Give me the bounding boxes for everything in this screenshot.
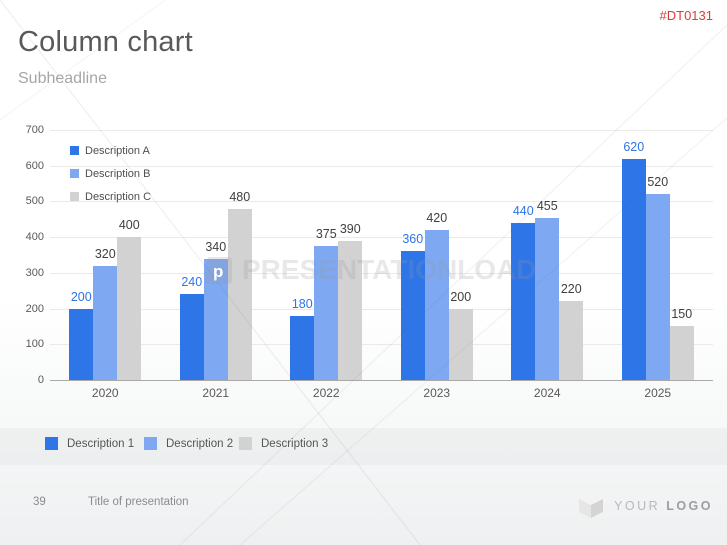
x-axis-category-label: 2022 — [312, 386, 340, 400]
bar-description-c-2020 — [117, 237, 142, 380]
logo-word-your: YOUR — [614, 498, 667, 513]
data-label: 180 — [291, 296, 313, 311]
chart-legend-item: Description A — [70, 139, 151, 162]
data-label: 455 — [536, 198, 558, 213]
data-label: 340 — [205, 239, 227, 254]
data-label: 220 — [560, 282, 582, 297]
legend-swatch — [70, 146, 79, 155]
bar-description-c-2021 — [227, 208, 252, 380]
data-label: 420 — [426, 211, 448, 225]
x-axis-category-label: 2023 — [423, 386, 451, 400]
cube-logo-icon — [579, 493, 604, 518]
bar-description-b-2020 — [93, 265, 118, 380]
bar-description-b-2024 — [535, 217, 560, 380]
gridline — [50, 308, 713, 310]
gridline — [50, 237, 713, 239]
legend-swatch — [70, 192, 79, 201]
bar-description-a-2021 — [179, 294, 204, 380]
data-label: 375 — [315, 227, 337, 242]
gridline — [50, 201, 713, 203]
bar-description-a-2020 — [69, 308, 94, 380]
legend-label: Description 3 — [261, 437, 329, 450]
data-label: 150 — [671, 307, 693, 322]
data-label: 360 — [402, 232, 424, 247]
data-label: 320 — [94, 246, 116, 261]
y-axis-tick-label: 0 — [37, 374, 44, 386]
data-label: 240 — [181, 275, 203, 290]
template-code: #DT0131 — [659, 8, 713, 23]
x-axis-category-label: 2020 — [91, 386, 119, 400]
bar-description-b-2022 — [314, 246, 339, 380]
legend-swatch — [144, 437, 157, 450]
bar-description-a-2025 — [621, 158, 646, 380]
your-logo-block: YOUR LOGO — [578, 492, 713, 519]
bar-description-c-2024 — [559, 301, 584, 380]
legend-label: Description A — [85, 144, 150, 157]
bar-description-b-2023 — [424, 230, 449, 380]
legend-swatch — [45, 437, 58, 450]
page-title: Column chart — [18, 26, 193, 58]
bar-description-a-2022 — [290, 315, 315, 380]
gridline — [50, 344, 713, 346]
legend-swatch — [70, 169, 79, 178]
y-axis-tick-label: 500 — [25, 195, 44, 208]
bar-description-a-2024 — [511, 222, 536, 380]
data-label: 200 — [70, 289, 92, 304]
chart-legend-item: Description B — [70, 162, 151, 185]
data-label: 390 — [339, 221, 361, 236]
y-axis-tick-label: 400 — [25, 231, 44, 244]
footer-presentation-title: Title of presentation — [88, 496, 189, 508]
data-label: 200 — [450, 289, 472, 304]
bar-description-c-2025 — [669, 326, 694, 380]
legend-swatch — [239, 437, 252, 450]
y-axis-tick-label: 300 — [25, 266, 44, 279]
chart-legend: Description A Description B Description C — [70, 139, 151, 208]
bar-description-b-2025 — [645, 194, 670, 380]
data-label: 440 — [512, 203, 534, 218]
legend-label: Description B — [85, 167, 151, 180]
bottom-legend-item: Description 3 — [239, 437, 328, 450]
gridline — [50, 130, 713, 131]
your-logo-text: YOUR LOGO — [614, 499, 713, 513]
x-axis-category-label: 2024 — [533, 386, 561, 400]
bar-description-c-2022 — [338, 240, 363, 380]
y-axis-tick-label: 200 — [25, 302, 44, 315]
page-number: 39 — [33, 496, 46, 508]
bar-description-b-2021 — [203, 258, 228, 380]
gridline — [50, 165, 713, 167]
data-label: 520 — [647, 175, 669, 190]
chart-legend-item: Description C — [70, 185, 151, 208]
legend-label: Description C — [85, 190, 152, 203]
bar-description-c-2023 — [448, 308, 473, 380]
data-label: 400 — [118, 218, 140, 233]
x-axis-category-label: 2025 — [644, 386, 672, 400]
y-axis-tick-label: 700 — [25, 124, 44, 136]
x-axis-line — [50, 380, 713, 381]
data-label: 620 — [623, 139, 645, 154]
bottom-legend-item: Description 1 — [45, 437, 134, 450]
page-subheadline: Subheadline — [18, 70, 107, 87]
legend-label: Description 2 — [166, 437, 234, 450]
data-label: 480 — [229, 189, 251, 204]
x-axis-category-label: 2021 — [202, 386, 230, 400]
gridline — [50, 272, 713, 274]
legend-label: Description 1 — [67, 437, 135, 450]
logo-word-logo: LOGO — [666, 498, 713, 513]
bar-description-a-2023 — [400, 251, 425, 380]
bottom-legend: Description 1 Description 2 Description 3 — [0, 428, 727, 465]
y-axis-tick-label: 600 — [25, 159, 44, 172]
bottom-legend-item: Description 2 — [144, 437, 233, 450]
y-axis-tick-label: 100 — [25, 338, 44, 351]
